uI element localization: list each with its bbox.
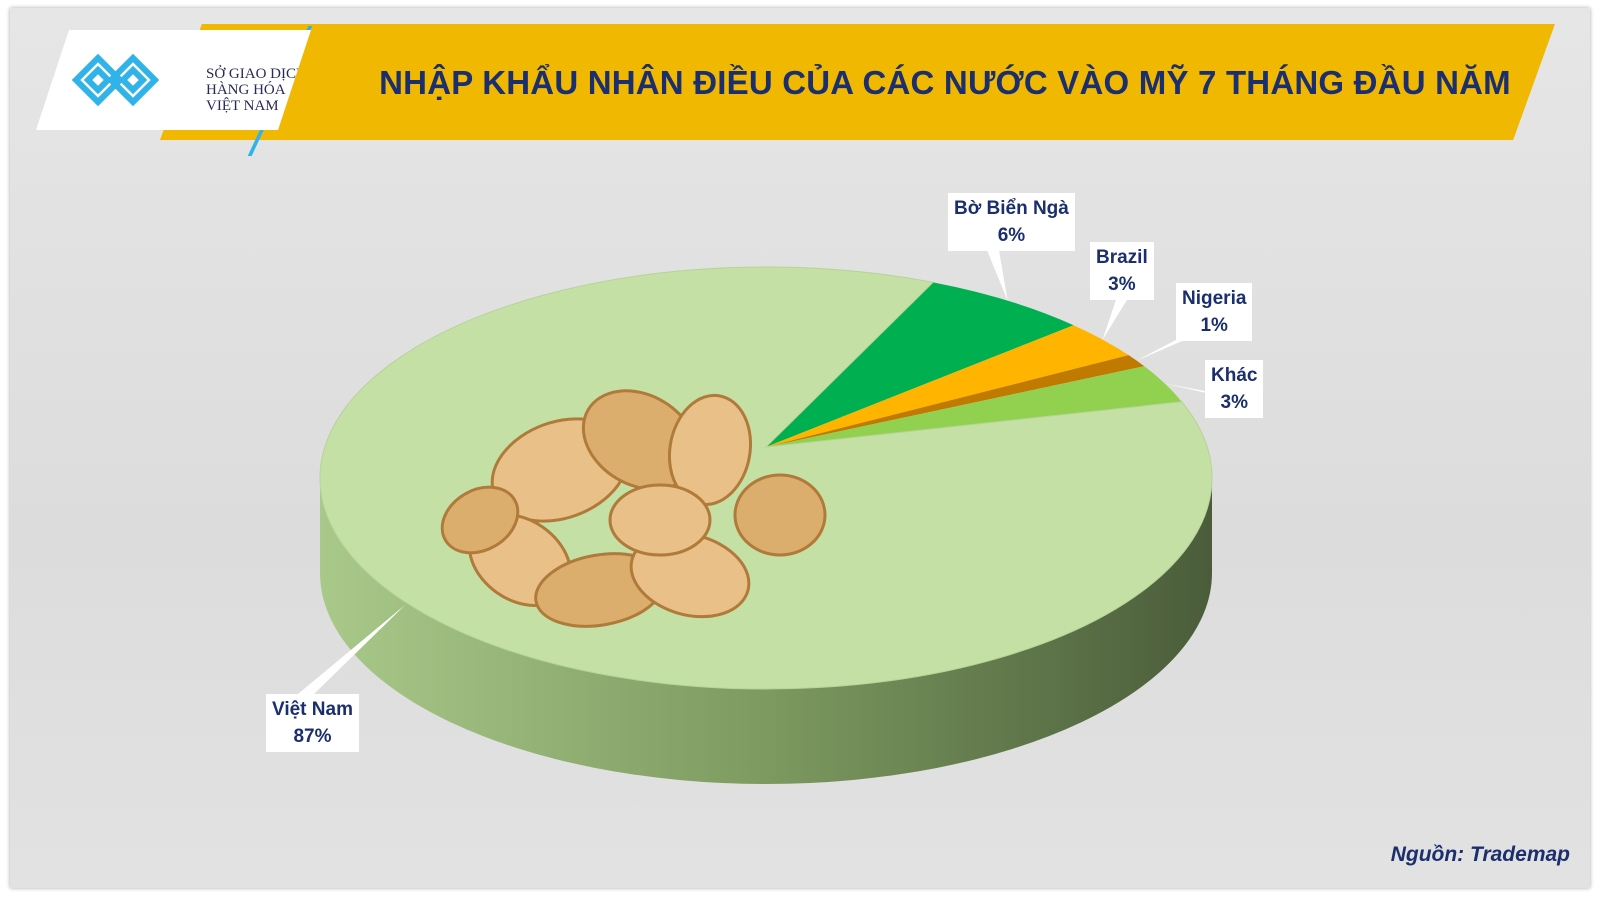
logo-text: SỞ GIAO DỊCH HÀNG HÓA VIỆT NAM [206,66,307,114]
leader-line-4 [298,605,405,694]
logo-mark-icon [71,53,160,107]
data-label-3: Khác 3% [1205,360,1264,418]
leader-line-3 [1164,383,1253,400]
data-label-0: Bờ Biển Ngà 6% [948,193,1075,251]
pie-slice-2 [766,355,1145,447]
logo-line-3: VIỆT NAM [206,98,279,114]
logo-line-2: HÀNG HÓA [206,82,286,98]
data-label-1: Brazil 3% [1090,242,1154,300]
page-title: NHẬP KHẨU NHÂN ĐIỀU CỦA CÁC NƯỚC VÀO MỸ … [379,64,1511,101]
cashew-7 [440,485,520,555]
leader-line-0 [980,233,1008,301]
pie-slice-0 [766,282,1074,447]
slice-value: 3% [1220,392,1248,413]
cashew-nuts-image [440,389,827,628]
slice-value: 3% [1108,274,1136,295]
source-note: Nguồn: Trademap [1390,843,1570,866]
logo-line-1: SỞ GIAO DỊCH [206,66,307,82]
data-label-2: Nigeria 1% [1176,283,1253,341]
slice-label: Bờ Biển Ngà [954,198,1069,219]
logo: SỞ GIAO DỊCH HÀNG HÓA VIỆT NAM [36,30,311,130]
slice-label: Việt Nam [272,699,353,720]
cashew-8 [608,483,712,557]
cashew-3 [733,473,827,557]
leader-line-2 [1136,323,1224,361]
slice-label: Brazil [1096,247,1148,268]
slice-value: 1% [1200,315,1228,336]
pie-slice-3 [766,366,1182,447]
leader-line-1 [1102,282,1138,340]
slice-value: 87% [293,726,332,747]
slice-label: Khác [1211,365,1258,386]
data-label-4: Việt Nam 87% [266,694,359,752]
pie-side [320,478,1212,784]
pie-slice-1 [766,325,1129,447]
slice-value: 6% [997,225,1026,246]
title-banner [160,24,1555,140]
slice-label: Nigeria [1182,288,1247,309]
